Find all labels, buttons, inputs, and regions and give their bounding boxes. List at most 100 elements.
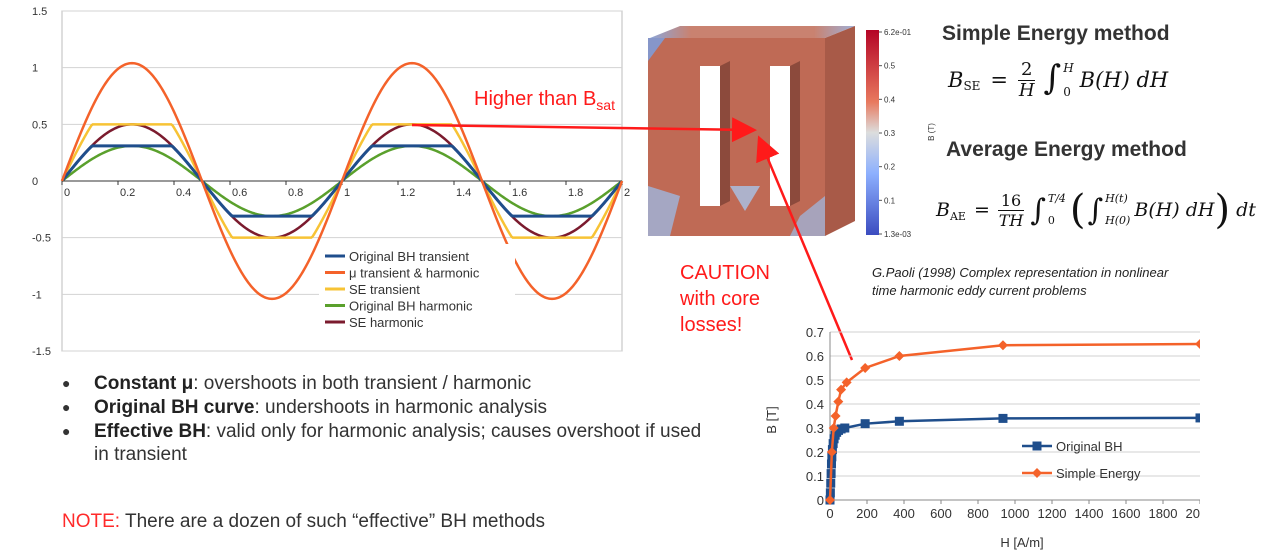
citation: G.Paoli (1998) Complex representation in… bbox=[872, 265, 1169, 298]
wave-x-tick: 2 bbox=[624, 187, 630, 199]
bh-point-square bbox=[840, 423, 850, 433]
colorbar-tick: 0.4 bbox=[884, 95, 896, 104]
bh-point-diamond bbox=[825, 495, 835, 505]
wave-y-tick: 0 bbox=[32, 176, 38, 188]
wave-x-tick: 0.8 bbox=[288, 187, 303, 199]
wave-x-tick: 0.4 bbox=[176, 187, 191, 199]
bh-point-diamond bbox=[830, 411, 841, 421]
bh-x-tick: 400 bbox=[893, 506, 915, 521]
wave-legend-label: SE harmonic bbox=[349, 315, 424, 330]
wave-x-tick: 1.6 bbox=[512, 187, 527, 199]
bh-y-tick: 0.1 bbox=[806, 469, 824, 484]
bh-series-line bbox=[828, 416, 1200, 501]
wave-legend-background bbox=[319, 244, 515, 336]
average-energy-formula: B AE = 16 TH ∫ T/4 0 ( ∫ H(t) H(0) B(H) dH )… bbox=[936, 187, 1256, 233]
bh-point-diamond bbox=[833, 396, 844, 407]
bh-x-tick: 1800 bbox=[1149, 506, 1178, 521]
bh-point-square bbox=[998, 413, 1008, 423]
average-energy-title: Average Energy method bbox=[946, 138, 1187, 161]
wave-x-tick: 0.6 bbox=[232, 187, 247, 199]
wave-x-tick: 1.2 bbox=[400, 187, 415, 199]
bh-legend-label: Simple Energy bbox=[1056, 466, 1141, 481]
colorbar: 6.2e-01 0.5 0.4 0.3 0.2 0.1 1.3e-03 B (T) bbox=[866, 28, 936, 239]
wave-legend-label: Original BH transient bbox=[349, 249, 469, 264]
bh-x-tick: 1000 bbox=[1001, 506, 1030, 521]
core-top-face bbox=[650, 26, 855, 38]
bh-y-tick: 0.3 bbox=[806, 421, 824, 436]
colorbar-tick: 1.3e-03 bbox=[884, 230, 912, 239]
wave-y-tick: -0.5 bbox=[32, 233, 51, 245]
bh-point-diamond bbox=[997, 340, 1008, 351]
bh-x-tick: 600 bbox=[930, 506, 952, 521]
note: NOTE: There are a dozen of such “effecti… bbox=[62, 511, 545, 532]
wave-y-tick: -1 bbox=[32, 289, 42, 301]
bh-y-tick: 0.7 bbox=[806, 325, 824, 340]
bh-x-tick: 0 bbox=[826, 506, 833, 521]
bh-point-square bbox=[860, 419, 870, 429]
waveform-chart: 1.5 1 0.5 0 -0.5 -1 -1.5 0 0.2 0.4 0.6 0.8 1 1.2 1.4 1.… bbox=[32, 6, 630, 358]
wave-y-tick: 0.5 bbox=[32, 119, 47, 131]
wave-x-tick: 0.2 bbox=[120, 187, 135, 199]
waveform-legend: Original BH transient μ transient & harmo… bbox=[319, 244, 515, 336]
wave-y-tick: 1 bbox=[32, 63, 38, 75]
core-window-right bbox=[770, 66, 790, 206]
bh-point-diamond bbox=[860, 363, 871, 373]
bh-series bbox=[825, 339, 1200, 505]
bh-legend: Original BH Simple Energy bbox=[1022, 439, 1141, 481]
colorbar-tick: 0.3 bbox=[884, 129, 896, 138]
bh-point-diamond bbox=[841, 377, 852, 388]
bh-point-diamond bbox=[836, 384, 847, 395]
bullet-original-bh: Original BH curve: undershoots in harmon… bbox=[62, 396, 702, 419]
bh-legend-label: Original BH bbox=[1056, 439, 1122, 454]
bh-curve-chart: 0.7 0.6 0.5 0.4 0.3 0.2 0.1 00 200 400 600 800 1000 1… bbox=[766, 325, 1200, 550]
bh-x-tick: 1400 bbox=[1075, 506, 1104, 521]
arrow-to-core-top bbox=[411, 117, 757, 143]
bh-point-square bbox=[894, 416, 904, 426]
wave-x-tick: 1.8 bbox=[568, 187, 583, 199]
wave-legend-label: μ transient & harmonic bbox=[349, 266, 480, 281]
wave-y-tick: -1.5 bbox=[32, 346, 51, 358]
bullet-effective-bh: Effective BH: valid only for harmonic an… bbox=[62, 420, 702, 466]
colorbar-tick: 6.2e-01 bbox=[884, 28, 912, 37]
bh-y-tick: 0 bbox=[817, 493, 824, 508]
colorbar-tick: 0.2 bbox=[884, 163, 896, 172]
bh-x-axis-label: H [A/m] bbox=[1000, 535, 1043, 550]
wave-x-tick: 1 bbox=[344, 187, 350, 199]
colorbar-tick: 0.1 bbox=[884, 196, 896, 205]
colorbar-tick: 0.5 bbox=[884, 62, 896, 71]
bh-point-square bbox=[1195, 413, 1200, 423]
colorbar-gradient bbox=[866, 30, 879, 235]
bh-point-diamond bbox=[1195, 339, 1200, 349]
bh-y-axis-label: B [T] bbox=[766, 406, 779, 433]
wave-x-tick: 0 bbox=[64, 187, 70, 199]
bh-x-tick: 1200 bbox=[1038, 506, 1067, 521]
bh-legend-marker bbox=[1032, 441, 1042, 451]
bh-x-tick: 800 bbox=[967, 506, 989, 521]
bh-y-tick: 0.5 bbox=[806, 373, 824, 388]
bh-x-tick: 1600 bbox=[1112, 506, 1141, 521]
bh-point-diamond bbox=[828, 423, 839, 433]
arrow-to-core-bottom bbox=[756, 135, 854, 361]
wave-x-tick: 1.4 bbox=[456, 187, 471, 199]
wave-legend-label: Original BH harmonic bbox=[349, 299, 473, 314]
bh-y-tick: 0.6 bbox=[806, 349, 824, 364]
bh-point-diamond bbox=[894, 351, 905, 361]
wave-series-line bbox=[60, 61, 624, 301]
simple-energy-title: Simple Energy method bbox=[942, 22, 1170, 45]
caution-label: CAUTION with core losses! bbox=[680, 262, 770, 336]
bh-x-tick: 200 bbox=[856, 506, 878, 521]
bullet-constant-mu: Constant μ: overshoots in both transient… bbox=[62, 372, 702, 395]
higher-than-bsat-label: Higher than Bsat bbox=[474, 88, 615, 113]
wave-y-tick: 1.5 bbox=[32, 6, 47, 18]
core-side-face bbox=[825, 26, 855, 236]
bh-legend-marker bbox=[1032, 468, 1042, 478]
bh-axes: 0.7 0.6 0.5 0.4 0.3 0.2 0.1 00 200 400 600 800 1000 1… bbox=[806, 325, 1200, 521]
bh-x-tick: 2000 bbox=[1186, 506, 1200, 521]
key-findings-list: Constant μ: overshoots in both transient… bbox=[62, 372, 702, 467]
wave-legend-label: SE transient bbox=[349, 282, 420, 297]
bh-point-diamond bbox=[826, 447, 837, 457]
core-window-left bbox=[700, 66, 720, 206]
bh-y-tick: 0.4 bbox=[806, 397, 824, 412]
